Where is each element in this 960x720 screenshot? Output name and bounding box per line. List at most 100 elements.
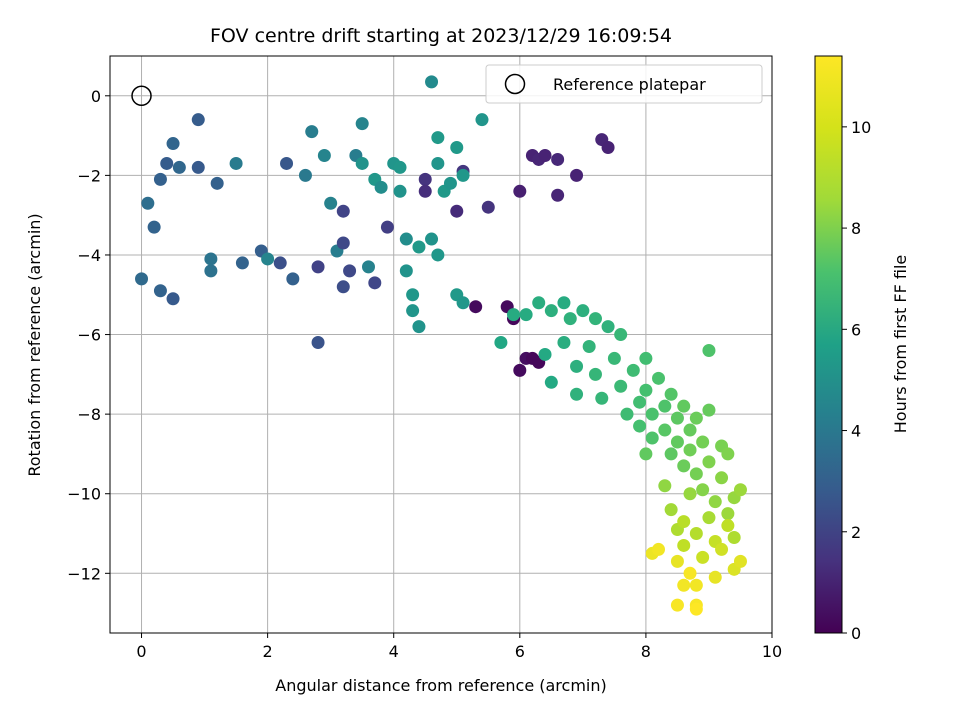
scatter-point	[582, 339, 596, 353]
scatter-point	[469, 300, 483, 314]
scatter-point	[361, 260, 375, 274]
scatter-point	[652, 371, 666, 385]
colorbar-tick-label: 10	[851, 118, 871, 137]
scatter-point	[607, 351, 621, 365]
scatter-point	[450, 141, 464, 155]
scatter-point	[298, 168, 312, 182]
scatter-point	[513, 184, 527, 198]
scatter-point	[280, 156, 294, 170]
scatter-point	[696, 550, 710, 564]
scatter-point	[235, 256, 249, 270]
scatter-point	[355, 156, 369, 170]
scatter-point	[658, 399, 672, 413]
scatter-point	[570, 168, 584, 182]
scatter-point	[557, 336, 571, 350]
scatter-point	[721, 507, 735, 521]
scatter-point	[475, 113, 489, 127]
scatter-point	[393, 184, 407, 198]
scatter-point	[431, 156, 445, 170]
scatter-point	[355, 117, 369, 131]
y-axis-label: Rotation from reference (arcmin)	[25, 213, 44, 476]
scatter-point	[191, 113, 205, 127]
scatter-point	[683, 487, 697, 501]
scatter-point	[639, 351, 653, 365]
scatter-point	[153, 172, 167, 186]
scatter-point	[311, 260, 325, 274]
scatter-point	[147, 220, 161, 234]
scatter-point	[305, 125, 319, 139]
plot-frame	[109, 55, 773, 634]
scatter-point	[481, 200, 495, 214]
scatter-point	[689, 527, 703, 541]
y-tick-label: −10	[67, 485, 101, 504]
scatter-point	[645, 431, 659, 445]
scatter-point	[317, 148, 331, 162]
scatter-point	[456, 296, 470, 310]
reference-platepar-marker	[131, 85, 152, 107]
scatter-point	[286, 272, 300, 286]
scatter-point	[418, 172, 432, 186]
y-axis-ticks: 0 −2 −4 −6 −8 −10 −12	[67, 87, 110, 583]
scatter-point	[191, 160, 205, 174]
x-tick-label: 0	[136, 642, 146, 661]
x-axis-label: Angular distance from reference (arcmin)	[275, 676, 606, 695]
y-tick-label: −4	[77, 246, 101, 265]
scatter-point	[670, 598, 684, 612]
scatter-point	[160, 156, 174, 170]
y-tick-label: −12	[67, 564, 101, 583]
scatter-point	[645, 407, 659, 421]
scatter-point	[374, 180, 388, 194]
scatter-point	[431, 131, 445, 145]
scatter-point	[380, 220, 394, 234]
scatter-point	[689, 411, 703, 425]
colorbar-label: Hours from first FF file	[891, 255, 910, 434]
x-tick-label: 2	[263, 642, 273, 661]
colorbar-tick-label: 8	[851, 219, 861, 238]
colorbar-tick-label: 0	[851, 624, 861, 643]
scatter-point	[431, 248, 445, 262]
scatter-point	[733, 554, 747, 568]
scatter-point	[166, 292, 180, 306]
scatter-point	[538, 148, 552, 162]
scatter-point	[141, 196, 155, 210]
scatter-point	[670, 411, 684, 425]
scatter-point	[677, 578, 691, 592]
x-tick-label: 6	[515, 642, 525, 661]
scatter-point	[677, 399, 691, 413]
scatter-point	[702, 343, 716, 357]
scatter-point	[399, 264, 413, 278]
legend: Reference platepar	[485, 64, 763, 104]
scatter-point	[166, 137, 180, 151]
scatter-point	[614, 328, 628, 342]
scatter-point	[336, 204, 350, 218]
scatter-point	[425, 232, 439, 246]
scatter-point	[557, 296, 571, 310]
scatter-point	[727, 530, 741, 544]
scatter-point	[683, 566, 697, 580]
scatter-point	[261, 252, 275, 266]
colorbar-tick-label: 4	[851, 422, 861, 441]
scatter-point	[336, 236, 350, 250]
scatter-point	[715, 471, 729, 485]
scatter-point	[696, 483, 710, 497]
scatter-point	[172, 160, 186, 174]
scatter-point	[664, 447, 678, 461]
scatter-point	[443, 176, 457, 190]
scatter-point	[544, 375, 558, 389]
scatter-point	[696, 435, 710, 449]
scatter-point	[519, 308, 533, 322]
x-tick-label: 8	[641, 642, 651, 661]
scatter-point	[721, 447, 735, 461]
data-points	[135, 75, 747, 616]
y-tick-label: 0	[91, 87, 101, 106]
scatter-point	[721, 519, 735, 533]
scatter-point	[273, 256, 287, 270]
scatter-point	[532, 296, 546, 310]
scatter-point	[576, 304, 590, 318]
scatter-point	[708, 570, 722, 584]
scatter-point	[670, 554, 684, 568]
scatter-point	[311, 336, 325, 350]
scatter-point	[689, 467, 703, 481]
colorbar-ticks: 0 2 4 6 8 10	[842, 118, 871, 643]
scatter-point	[588, 367, 602, 381]
